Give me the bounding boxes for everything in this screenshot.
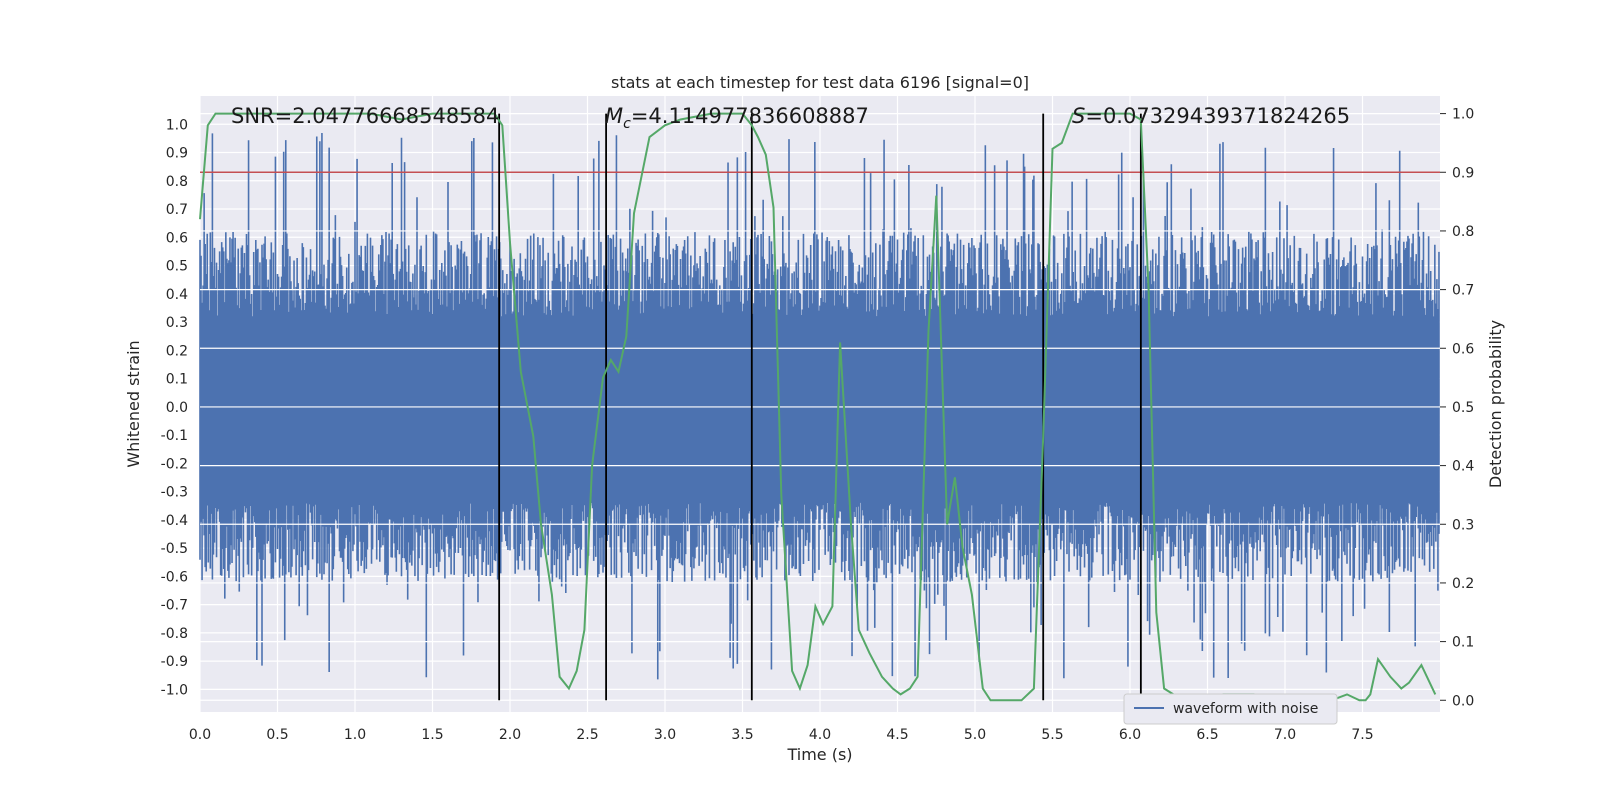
right-tick-label: 0.1: [1452, 635, 1474, 651]
chirp-mass-subscript: c: [623, 116, 631, 132]
left-tick-label: -0.7: [161, 598, 188, 614]
right-tick-label: 0.6: [1452, 341, 1474, 357]
left-tick-label: -0.2: [161, 456, 188, 472]
legend-box: [1123, 693, 1338, 725]
x-tick-label: 0.0: [189, 727, 211, 743]
right-axis-label: Detection probability: [1486, 320, 1505, 488]
right-tick-label: 0.0: [1452, 693, 1474, 709]
x-tick-label: 5.0: [964, 727, 986, 743]
left-tick-label: -0.5: [161, 541, 188, 557]
x-tick-label: 5.5: [1041, 727, 1063, 743]
left-tick-label: 0.2: [166, 343, 188, 359]
right-axis-ticks: 0.0 0.1 0.2 0.3 0.4 0.5 0.6 0.7 0.8 0.9 1.0: [1440, 107, 1474, 709]
x-tick-label: 0.5: [266, 727, 288, 743]
left-tick-label: 0.9: [166, 146, 188, 162]
left-tick-label: 0.8: [166, 174, 188, 190]
snr-annotation: SNR=2.04776668548584: [231, 104, 499, 128]
x-tick-label: 6.5: [1196, 727, 1218, 743]
s-value: =0.07329439371824265: [1085, 104, 1350, 128]
legend-label: waveform with noise: [1173, 701, 1318, 717]
chirp-mass-annotation: Mc=4.114977836608887: [605, 104, 869, 132]
right-tick-label: 0.3: [1452, 517, 1474, 533]
left-tick-label: 0.3: [166, 315, 188, 331]
x-tick-label: 3.5: [731, 727, 753, 743]
s-annotation: S=0.07329439371824265: [1072, 104, 1350, 128]
right-tick-label: 1.0: [1452, 107, 1474, 123]
x-tick-label: 4.0: [809, 727, 831, 743]
right-tick-label: 0.9: [1452, 165, 1474, 181]
right-tick-label: 0.2: [1452, 576, 1474, 592]
right-tick-label: 0.8: [1452, 224, 1474, 240]
x-tick-label: 2.0: [499, 727, 521, 743]
x-axis-label: Time (s): [786, 745, 852, 764]
left-tick-label: 0.0: [166, 400, 188, 416]
left-tick-label: 0.6: [166, 230, 188, 246]
x-axis-ticks: 0.0 0.5 1.0 1.5 2.0 2.5 3.0 3.5 4.0 4.5 5.0 5.5 6.0 6…: [189, 727, 1374, 743]
left-tick-label: 1.0: [166, 117, 188, 133]
chirp-mass-value: =4.114977836608887: [631, 104, 869, 128]
x-tick-label: 1.5: [421, 727, 443, 743]
left-axis-label: Whitened strain: [124, 340, 143, 467]
left-tick-label: -1.0: [161, 682, 188, 698]
x-tick-label: 3.0: [654, 727, 676, 743]
x-tick-label: 1.0: [344, 727, 366, 743]
waveform-series: [199, 133, 1440, 680]
left-tick-label: 0.4: [166, 287, 188, 303]
x-tick-label: 7.5: [1351, 727, 1373, 743]
x-tick-label: 6.0: [1119, 727, 1141, 743]
left-tick-label: -0.1: [161, 428, 188, 444]
chart-title: stats at each timestep for test data 619…: [611, 73, 1029, 92]
left-tick-label: 0.7: [166, 202, 188, 218]
right-tick-label: 0.7: [1452, 283, 1474, 299]
legend: waveform with noise: [1123, 693, 1338, 725]
s-symbol: S: [1072, 104, 1085, 128]
right-tick-label: 0.5: [1452, 400, 1474, 416]
left-tick-label: -0.8: [161, 626, 188, 642]
right-tick-label: 0.4: [1452, 459, 1474, 475]
x-tick-label: 4.5: [886, 727, 908, 743]
left-tick-label: -0.3: [161, 485, 188, 501]
chirp-mass-symbol: M: [605, 104, 623, 128]
x-tick-label: 2.5: [576, 727, 598, 743]
left-tick-label: -0.6: [161, 569, 188, 585]
left-tick-label: -0.9: [161, 654, 188, 670]
left-axis-ticks: -1.0 -0.9 -0.8 -0.7 -0.6 -0.5 -0.4 -0.3 -0.2 -0.1…: [161, 117, 188, 698]
x-tick-label: 7.0: [1274, 727, 1296, 743]
left-tick-label: 0.1: [166, 372, 188, 388]
left-tick-label: 0.5: [166, 259, 188, 275]
left-tick-label: -0.4: [161, 513, 188, 529]
